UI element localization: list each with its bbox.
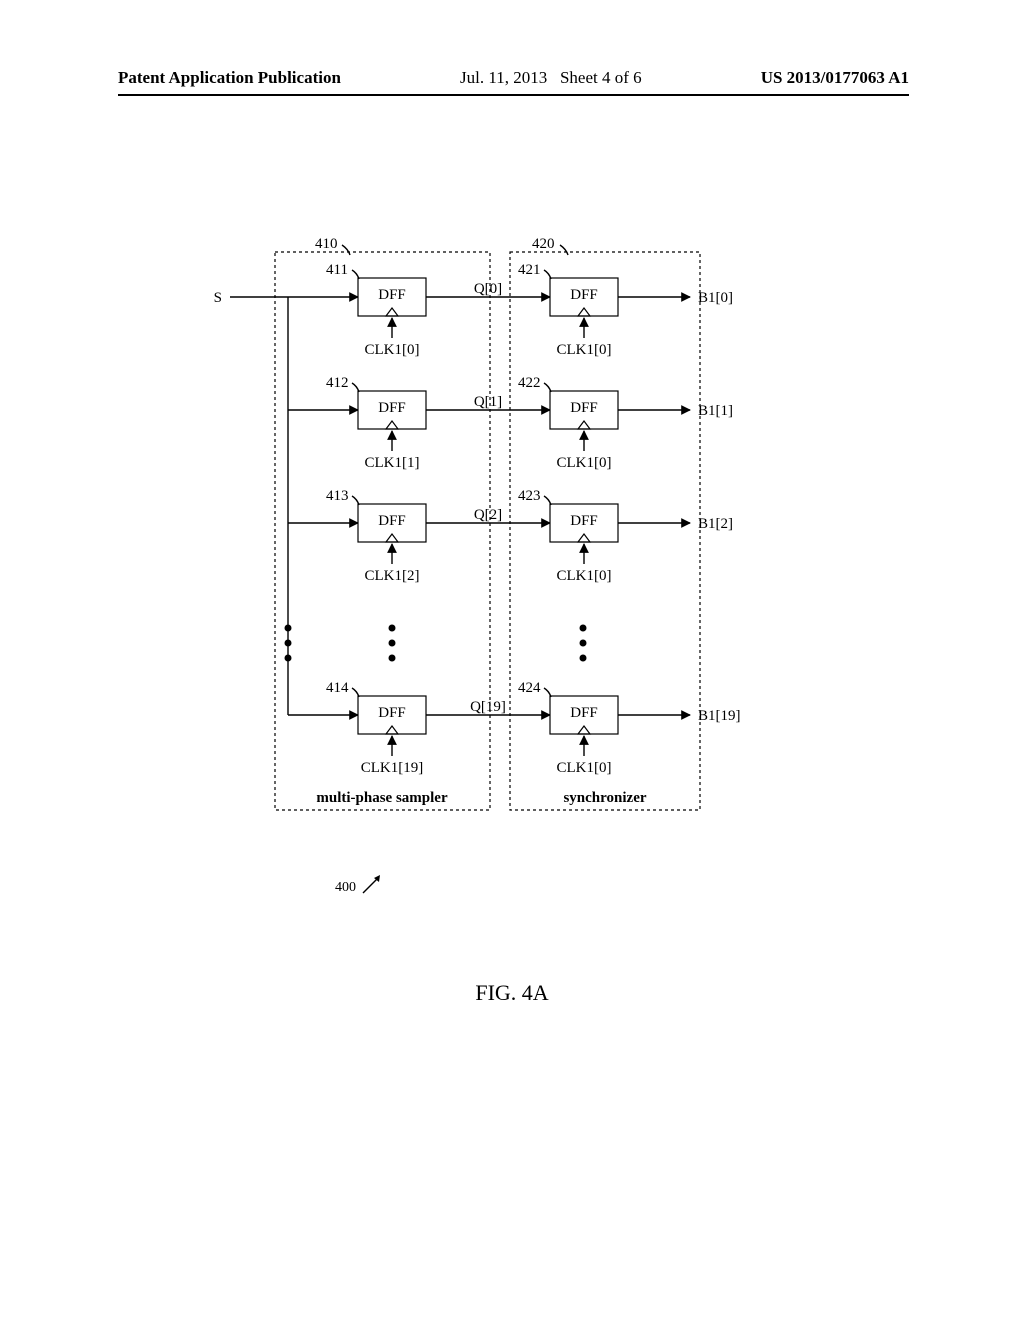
dff-ref-right: 422 [518,375,541,391]
dff-ref-left: 414 [326,680,349,696]
q-label: Q[19] [470,699,506,715]
header-date: Jul. 11, 2013 [460,68,547,87]
clk-left-label: CLK1[1] [365,455,420,471]
multi-phase-sampler-label: multi-phase sampler [316,790,448,806]
dff-label: DFF [378,287,406,303]
dff-ref-right: 423 [518,488,541,504]
output-label: B1[1] [698,403,733,419]
dff-label: DFF [378,400,406,416]
dff-label: DFF [570,705,598,721]
clk-left-label: CLK1[19] [361,760,424,776]
clk-right-label: CLK1[0] [557,760,612,776]
figure-caption: FIG. 4A [0,980,1024,1006]
clk-right-label: CLK1[0] [557,455,612,471]
input-label-s: S [214,290,222,306]
dff-ref-left: 413 [326,488,349,504]
q-label: Q[2] [474,507,502,523]
dff-ref-left: 411 [326,262,348,278]
ellipsis-dots [285,625,587,662]
output-label: B1[0] [698,290,733,306]
dff-label: DFF [570,513,598,529]
dff-label: DFF [570,400,598,416]
synchronizer-label: synchronizer [563,790,646,806]
header-publication-type: Patent Application Publication [118,68,341,88]
dff-ref-right: 424 [518,680,541,696]
output-label: B1[19] [698,708,741,724]
figure-diagram: 410 420 S DFFCLK1[0]411Q[0]DFFCLK1[0]421… [180,240,860,880]
dff-row: DFF CLK1[19] 414 Q[19] DFF CLK1[0] 424 B1[19] [288,680,741,776]
clk-right-label: CLK1[0] [557,568,612,584]
header-pub-number: US 2013/0177063 A1 [761,68,909,88]
dff-label: DFF [378,705,406,721]
dff-ref-right: 421 [518,262,541,278]
dff-ref-left: 412 [326,375,349,391]
figure-number: 400 [335,880,356,896]
dff-label: DFF [378,513,406,529]
figure-number-arrow-icon [360,872,390,901]
dff-label: DFF [570,287,598,303]
header-sheet: Sheet 4 of 6 [560,68,642,87]
output-label: B1[2] [698,516,733,532]
patent-page-header: Patent Application Publication Jul. 11, … [0,68,1024,96]
block-ref-left: 410 [315,236,338,252]
q-label: Q[0] [474,281,502,297]
block-ref-right: 420 [532,236,555,252]
clk-right-label: CLK1[0] [557,342,612,358]
q-label: Q[1] [474,394,502,410]
clk-left-label: CLK1[0] [365,342,420,358]
clk-left-label: CLK1[2] [365,568,420,584]
